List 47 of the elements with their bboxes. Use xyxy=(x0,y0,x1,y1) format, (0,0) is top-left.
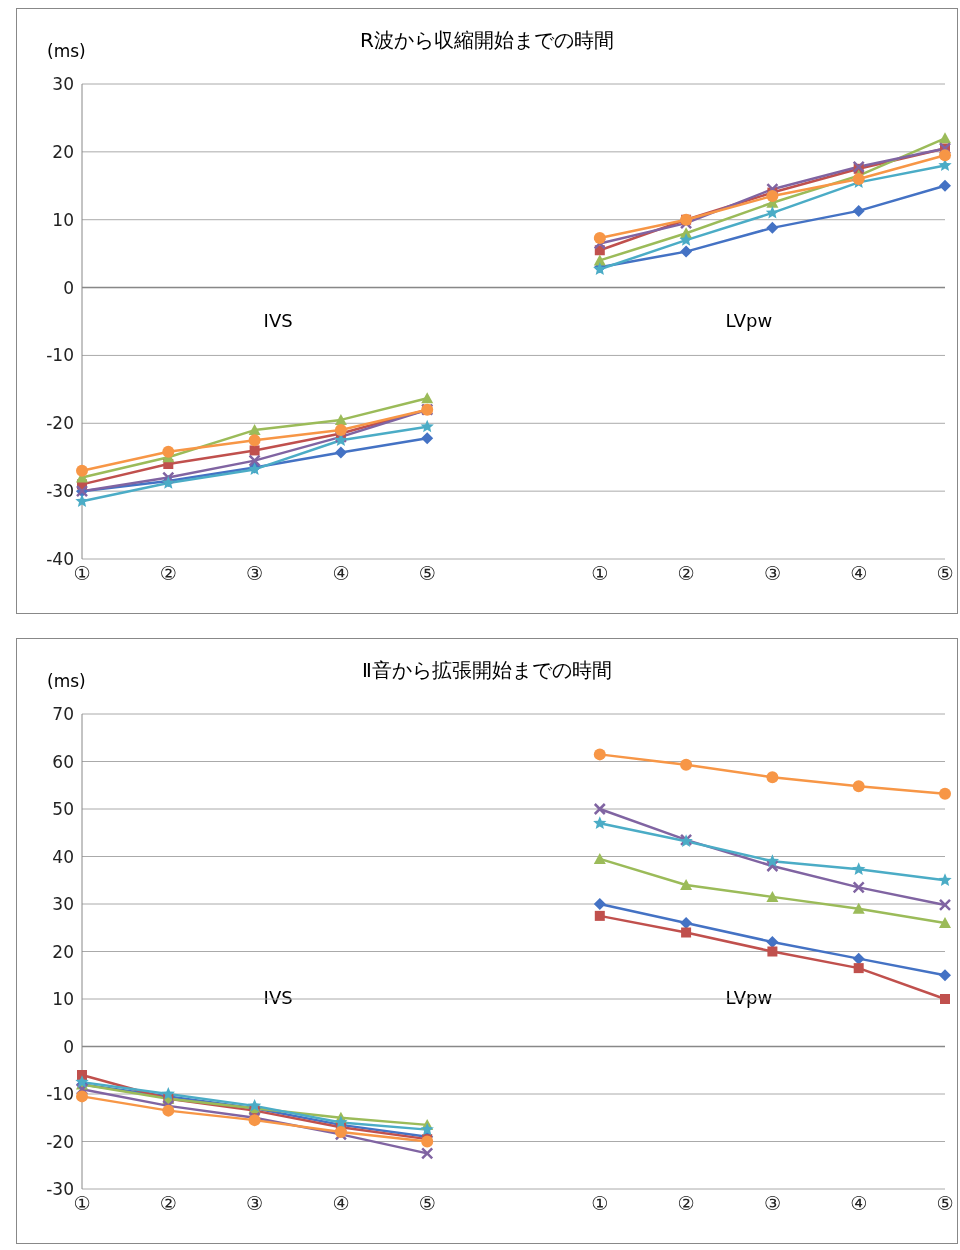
x-tick-label: ② xyxy=(159,1192,177,1215)
x-tick-label: ① xyxy=(591,1192,609,1215)
x-tick-label: ② xyxy=(677,1192,695,1215)
x-tick-label: ④ xyxy=(332,562,350,585)
y-tick-label: -30 xyxy=(46,1179,74,1200)
x-tick-label: ⑤ xyxy=(418,1192,436,1215)
x-tick-label: ④ xyxy=(850,562,868,585)
x-tick-label: ① xyxy=(73,562,91,585)
y-tick-label: 50 xyxy=(52,799,74,820)
x-tick-label: ③ xyxy=(763,562,781,585)
x-tick-label: ⑤ xyxy=(936,562,954,585)
x-tick-label: ① xyxy=(591,562,609,585)
y-tick-label: -20 xyxy=(46,1131,74,1152)
x-tick-label: ③ xyxy=(246,1192,264,1215)
chart-title: Ⅱ音から拡張開始までの時間 xyxy=(362,658,612,682)
y-tick-label: 10 xyxy=(52,989,74,1010)
y-axis-title: (ms) xyxy=(47,671,86,691)
x-tick-label: ⑤ xyxy=(418,562,436,585)
x-tick-label: ④ xyxy=(850,1192,868,1215)
x-tick-label: ③ xyxy=(763,1192,781,1215)
y-tick-label: 70 xyxy=(52,704,74,725)
y-tick-label: 40 xyxy=(52,846,74,867)
y-tick-label: 20 xyxy=(52,141,74,162)
y-tick-label: 0 xyxy=(63,277,74,298)
x-tick-label: ④ xyxy=(332,1192,350,1215)
y-tick-label: 60 xyxy=(52,751,74,772)
x-tick-label: ② xyxy=(159,562,177,585)
chart-title: R波から収縮開始までの時間 xyxy=(360,28,614,52)
y-tick-label: -30 xyxy=(46,481,74,502)
annotation: IVS xyxy=(262,309,294,331)
y-tick-label: 10 xyxy=(52,209,74,230)
y-axis-title: (ms) xyxy=(47,41,86,61)
annotation: IVS xyxy=(262,987,294,1008)
y-tick-label: -40 xyxy=(46,549,74,570)
y-tick-label: -10 xyxy=(46,345,74,366)
y-tick-label: -20 xyxy=(46,413,74,434)
x-tick-label: ① xyxy=(73,1192,91,1215)
x-tick-label: ⑤ xyxy=(936,1192,954,1215)
x-tick-label: ② xyxy=(677,562,695,585)
x-tick-label: ③ xyxy=(246,562,264,585)
y-tick-label: -10 xyxy=(46,1084,74,1105)
y-tick-label: 0 xyxy=(63,1036,74,1057)
y-tick-label: 20 xyxy=(52,941,74,962)
annotation: LVpw xyxy=(724,309,774,331)
y-tick-label: 30 xyxy=(52,74,74,95)
annotation: LVpw xyxy=(724,987,774,1008)
y-tick-label: 30 xyxy=(52,894,74,915)
